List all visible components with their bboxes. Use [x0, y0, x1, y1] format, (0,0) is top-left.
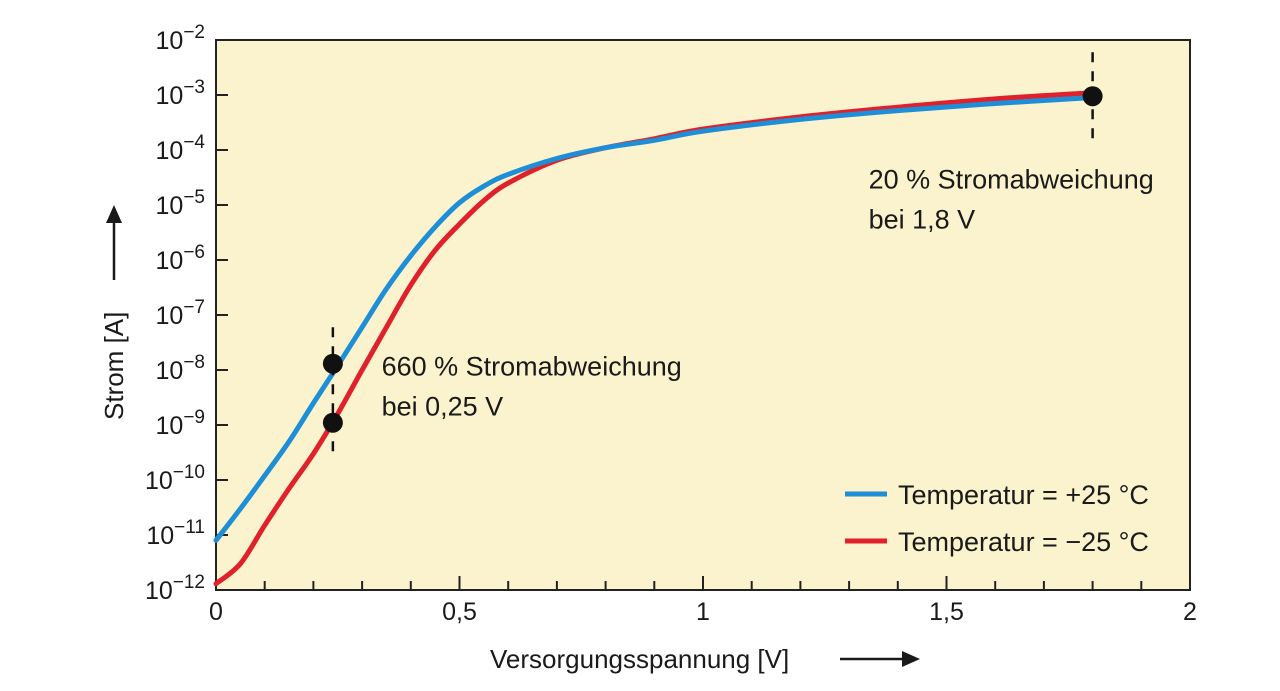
y-axis-arrow: [106, 205, 122, 280]
x-tick-label: 1,5: [929, 598, 964, 626]
marker-point: [322, 353, 343, 374]
x-tick-label: 1: [696, 598, 710, 626]
y-tick-label: 10−3: [156, 77, 205, 110]
marker-point: [322, 412, 343, 433]
y-tick-label: 10−9: [156, 407, 205, 440]
y-tick-label: 10−12: [145, 572, 205, 605]
legend-label: Temperatur = −25 °C: [898, 527, 1149, 557]
legend: Temperatur = +25 °C Temperatur = −25 °C: [845, 480, 1149, 557]
annotation-text: bei 0,25 V: [382, 391, 504, 421]
y-tick-label: 10−8: [156, 352, 205, 385]
annotation-text: bei 1,8 V: [869, 204, 976, 234]
y-tick-label: 10−7: [156, 297, 205, 330]
marker-point: [1082, 86, 1103, 107]
x-axis-arrow: [840, 651, 920, 667]
y-tick-label: 10−11: [146, 517, 205, 550]
y-tick-label: 10−10: [145, 462, 205, 495]
annotations: 660 % Stromabweichung bei 0,25 V 20 % Stro…: [382, 164, 1154, 421]
x-axis: 0 0,5 1 1,5 2: [209, 576, 1197, 626]
x-tick-label: 0,5: [442, 598, 477, 626]
y-tick-label: 10−2: [156, 22, 205, 55]
y-tick-label: 10−4: [156, 132, 206, 165]
y-axis: 10−12 10−11 10−10 10−9 10−8 10−7 10−6 10−5 10−4 1…: [145, 22, 228, 605]
y-tick-label: 10−6: [156, 242, 205, 275]
y-tick-label: 10−5: [156, 187, 205, 220]
series-lines: [213, 90, 1096, 587]
annotation-text: 20 % Stromabweichung: [869, 164, 1154, 194]
annotation-text: 660 % Stromabweichung: [382, 351, 682, 381]
x-axis-label: Versorgungsspannung [V]: [490, 644, 789, 674]
x-tick-label: 2: [1183, 598, 1197, 626]
legend-label: Temperatur = +25 °C: [898, 480, 1149, 510]
series-line-1: [213, 90, 1096, 587]
y-axis-label: Strom [A]: [99, 312, 129, 420]
x-tick-label: 0: [209, 598, 223, 626]
markers: [322, 52, 1103, 454]
series-line-0: [213, 95, 1096, 543]
